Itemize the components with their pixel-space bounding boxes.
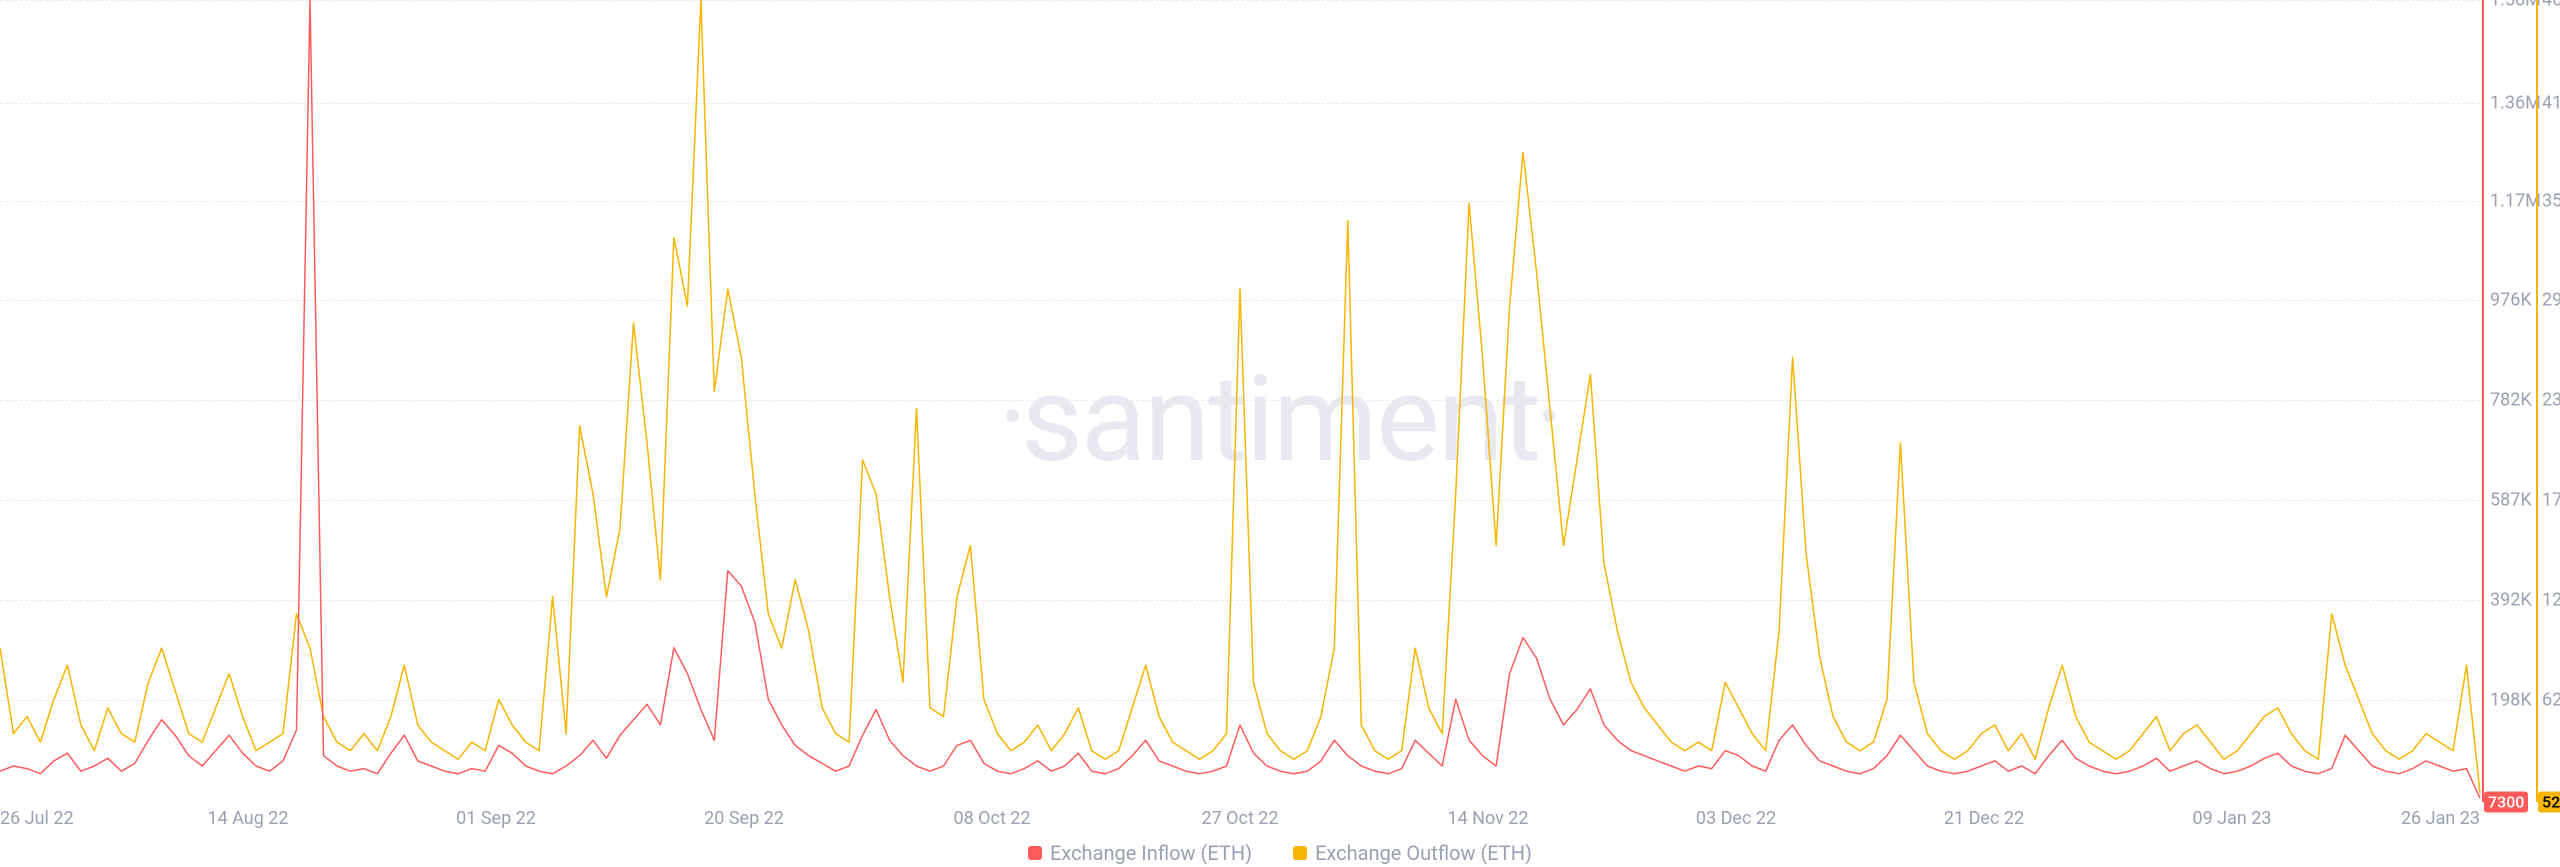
legend: Exchange Inflow (ETH) Exchange Outflow (…	[0, 841, 2560, 865]
chart-container: •santiment• 1.56M469K1.36M411K1.17M353K9…	[0, 0, 2560, 867]
legend-label-inflow: Exchange Inflow (ETH)	[1050, 841, 1252, 865]
legend-item-inflow[interactable]: Exchange Inflow (ETH)	[1028, 841, 1252, 865]
series-inflow	[0, 0, 2480, 798]
legend-swatch-inflow	[1028, 846, 1042, 860]
legend-item-outflow[interactable]: Exchange Outflow (ETH)	[1293, 841, 1532, 865]
legend-label-outflow: Exchange Outflow (ETH)	[1315, 841, 1532, 865]
chart-svg	[0, 0, 2560, 867]
legend-swatch-outflow	[1293, 846, 1307, 860]
series-outflow	[0, 0, 2480, 793]
